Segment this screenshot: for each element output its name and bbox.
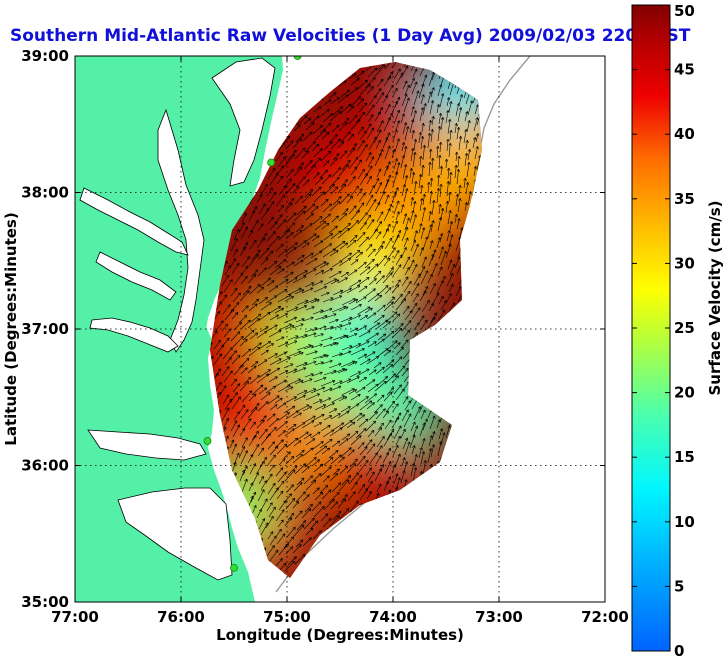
speed-sample xyxy=(325,221,418,314)
potomac-river xyxy=(79,187,189,256)
vector-field xyxy=(210,62,482,578)
x-axis: 77:00 76:00 75:00 74:00 73:00 72:00 xyxy=(51,56,629,626)
colorbar-tick-label: 25 xyxy=(674,319,695,337)
y-tick-label: 38:00 xyxy=(21,184,69,202)
colorbar-tick-label: 35 xyxy=(674,190,695,208)
x-tick-label: 72:00 xyxy=(581,608,629,626)
colorbar-label: Surface Velocity (cm/s) xyxy=(706,200,724,395)
colorbar-tick-label: 45 xyxy=(674,61,695,79)
colorbar-tick-label: 15 xyxy=(674,448,695,466)
albemarle-sound xyxy=(87,429,207,461)
grid xyxy=(75,56,605,602)
radar-station-marker xyxy=(230,563,238,572)
chart-title: Southern Mid-Atlantic Raw Velocities (1 … xyxy=(10,26,691,46)
colorbar-tick-label: 10 xyxy=(674,513,695,531)
radar-stations xyxy=(203,56,302,572)
y-tick-label: 37:00 xyxy=(21,320,69,338)
x-tick-label: 77:00 xyxy=(51,608,99,626)
x-tick-label: 75:00 xyxy=(263,608,311,626)
colorbar-tick-label: 20 xyxy=(674,384,695,402)
bays-and-rivers xyxy=(79,57,276,581)
colorbar-tick-label: 30 xyxy=(674,254,695,272)
x-tick-label: 73:00 xyxy=(475,608,523,626)
colorbar-tick-label: 0 xyxy=(674,642,684,659)
speed-sample xyxy=(426,112,482,205)
colorbar-tick-label: 50 xyxy=(674,2,695,20)
plot-area xyxy=(75,56,605,602)
speed-sample xyxy=(210,371,296,464)
colorbar: 0 5 10 15 20 25 30 35 40 45 50 Surface Velocity (c… xyxy=(631,2,724,659)
x-tick-label: 76:00 xyxy=(157,608,205,626)
delaware-bay xyxy=(211,57,276,187)
y-tick-label: 36:00 xyxy=(21,457,69,475)
y-axis: 35:00 36:00 37:00 38:00 39:00 xyxy=(21,47,605,611)
rappahannock-river xyxy=(95,251,177,301)
current-vectors xyxy=(210,62,482,578)
radar-station-marker xyxy=(203,437,212,445)
colorbar-gradient xyxy=(631,4,671,652)
york-james-rivers xyxy=(89,317,179,353)
x-tick-label: 74:00 xyxy=(369,608,417,626)
colorbar-tick-label: 5 xyxy=(674,577,684,595)
radar-station-marker xyxy=(293,56,302,60)
y-tick-label: 35:00 xyxy=(21,593,69,611)
colorbar-tick-label: 40 xyxy=(674,125,695,143)
colorbar-ticks: 0 5 10 15 20 25 30 35 40 45 50 xyxy=(632,2,695,659)
x-axis-label: Longitude (Degrees:Minutes) xyxy=(216,626,464,644)
pamlico-sound xyxy=(117,487,233,581)
radar-station-marker xyxy=(267,158,276,167)
y-axis-label: Latitude (Degrees:Minutes) xyxy=(2,212,20,445)
y-tick-label: 39:00 xyxy=(21,47,69,65)
